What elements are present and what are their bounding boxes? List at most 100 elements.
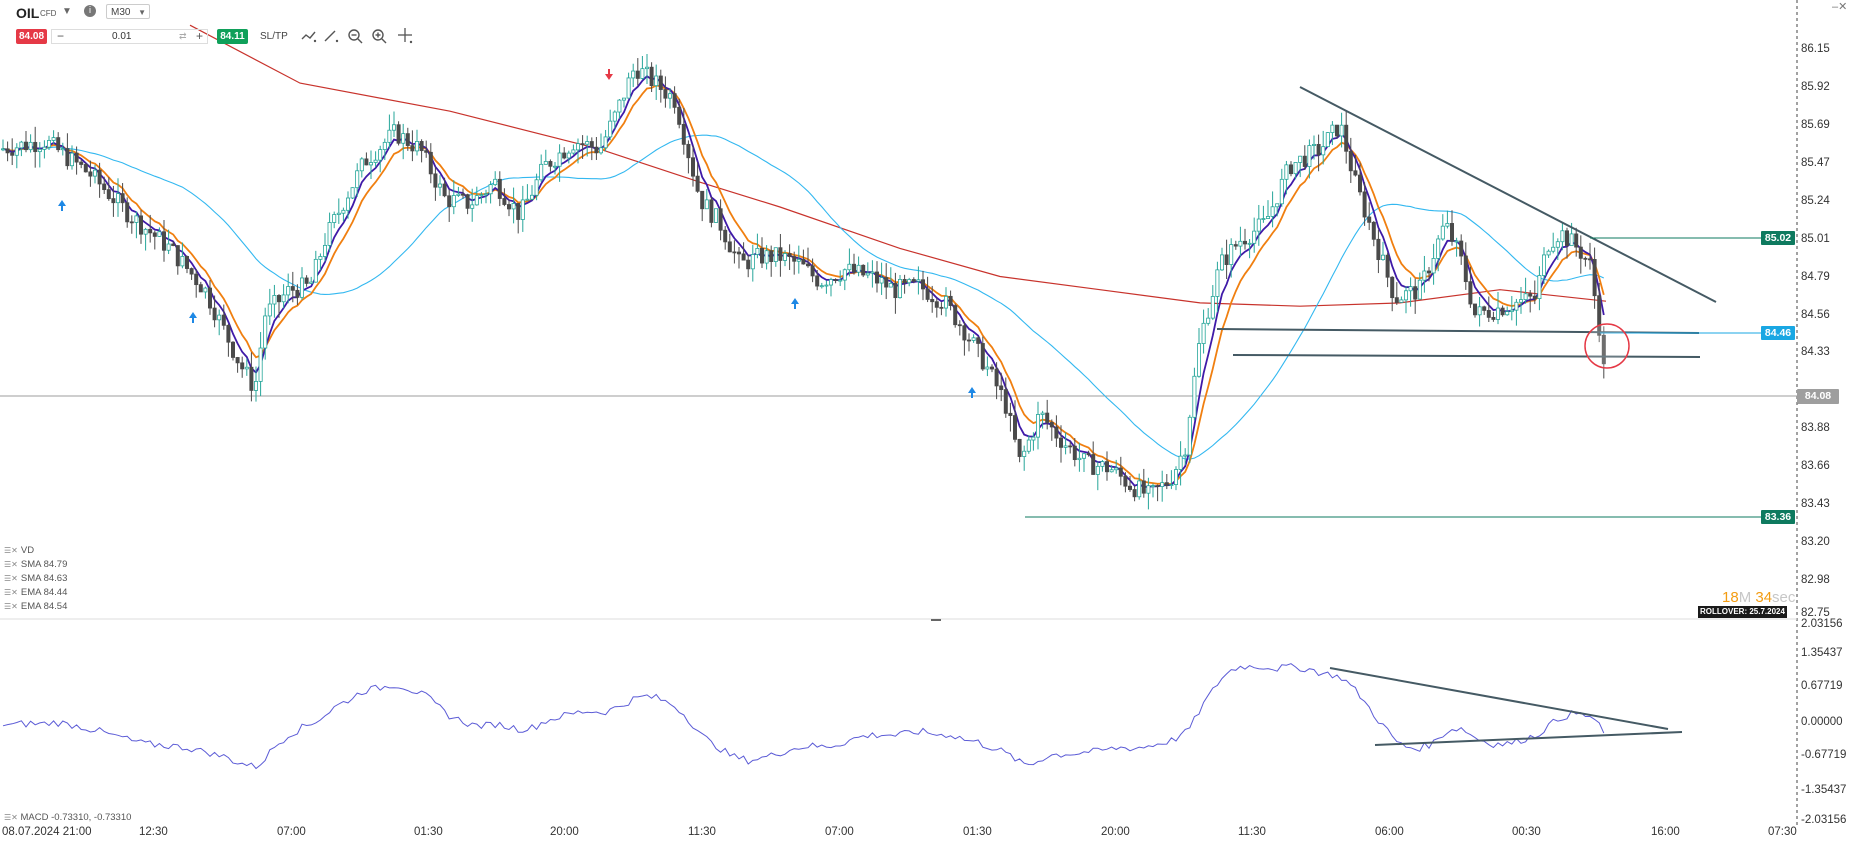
candle-down (589, 141, 594, 148)
zoom-out-icon[interactable] (346, 27, 364, 45)
x-tick: 07:00 (277, 826, 306, 838)
candle-down (276, 295, 281, 303)
candle-down (787, 253, 792, 257)
indicator-sma-1[interactable]: ☰✕ SMA 84.79 (4, 559, 68, 570)
macd-tick: -1.35437 (1801, 784, 1847, 796)
candle-up (341, 209, 346, 214)
candle-up (286, 286, 291, 296)
candle-down (1233, 244, 1238, 247)
candle-up (944, 295, 949, 309)
candle-up (1275, 203, 1280, 208)
candle-up (1454, 240, 1459, 243)
candle-down (1592, 259, 1597, 297)
indicator-sma-2[interactable]: ☰✕ SMA 84.63 (4, 573, 68, 584)
buy-button[interactable]: 84.11 (217, 29, 248, 44)
draw-icon[interactable] (322, 27, 340, 45)
candle-down (5, 148, 10, 154)
chart-type-icon[interactable] (300, 27, 318, 45)
candle-up (668, 93, 673, 99)
candle-down (1091, 454, 1096, 475)
volume-value[interactable]: 0.01 (112, 31, 132, 42)
indicator-ema-2[interactable]: ☰✕ EMA 84.54 (4, 601, 68, 612)
candle-down (184, 256, 189, 269)
candle-up (1197, 343, 1202, 377)
candle-down (106, 189, 111, 200)
macd-tick: 2.03156 (1801, 618, 1843, 630)
crosshair-icon[interactable] (396, 27, 414, 45)
candle-up (437, 183, 442, 188)
level-tag-sma[interactable]: 84.46 (1761, 326, 1795, 340)
candle-down (709, 199, 714, 223)
decrease-button[interactable]: − (57, 29, 65, 43)
sltp-button[interactable]: SL/TP (260, 31, 288, 42)
candle-up (1160, 482, 1165, 487)
settings-icon: ☰✕ (4, 588, 18, 597)
candle-up (368, 162, 373, 166)
candle-up (244, 366, 249, 370)
x-tick: 01:30 (963, 826, 992, 838)
candle-down (861, 264, 866, 276)
candle-down (948, 295, 953, 306)
candle-up (764, 250, 769, 264)
candle-down (893, 282, 898, 299)
candle-up (474, 195, 479, 206)
candle-up (847, 263, 852, 271)
candle-up (258, 347, 263, 382)
macd-legend[interactable]: ☰✕ MACD -0.73310, -0.73310 (4, 812, 132, 823)
candle-up (1026, 439, 1031, 452)
y-tick: 83.20 (1801, 536, 1830, 548)
symbol-name[interactable]: OIL (16, 5, 40, 21)
x-tick: 01:30 (414, 826, 443, 838)
candle-up (608, 120, 613, 138)
candle-up (479, 194, 484, 197)
candle-down (1578, 246, 1583, 259)
candle-up (1100, 461, 1105, 467)
candle-down (230, 341, 235, 358)
info-icon[interactable]: i (84, 5, 96, 17)
candle-down (212, 307, 217, 321)
sell-signal-arrow-icon (605, 69, 613, 80)
increase-button[interactable]: + (195, 29, 203, 43)
swap-icon[interactable]: ⇄ (179, 31, 187, 41)
candle-down (875, 271, 880, 284)
candle-up (345, 197, 350, 211)
volume-stepper[interactable]: − 0.01 ⇄ + (51, 29, 208, 44)
candle-down (741, 253, 746, 261)
candle-down (1224, 254, 1229, 265)
level-tag-resistance[interactable]: 85.02 (1761, 231, 1795, 245)
drawings[interactable] (58, 69, 1762, 518)
candle-down (465, 194, 470, 209)
trend-line-resistance (1299, 86, 1717, 303)
candle-down (911, 279, 916, 282)
zoom-in-icon[interactable] (370, 27, 388, 45)
candle-up (382, 141, 387, 150)
candle-up (359, 158, 364, 172)
level-tag-support[interactable]: 83.36 (1761, 510, 1795, 524)
candle-down (718, 208, 723, 231)
candle-up (1266, 216, 1271, 219)
candle-down (1335, 124, 1340, 137)
candle-up (313, 258, 318, 283)
candle-up (1077, 457, 1082, 461)
candle-up (1551, 246, 1556, 252)
candle-down (1017, 438, 1022, 457)
candle-down (120, 193, 125, 204)
candle-down (1500, 307, 1505, 316)
candle-down (1394, 297, 1399, 303)
buy-signal-arrow-icon (968, 387, 976, 398)
candle-down (1059, 437, 1064, 448)
window-controls[interactable]: –✕ (1832, 1, 1848, 13)
candle-down (939, 306, 944, 309)
candle-down (1459, 240, 1464, 257)
indicator-ema-1[interactable]: ☰✕ EMA 84.44 (4, 587, 68, 598)
sell-button[interactable]: 84.08 (16, 29, 47, 44)
timeframe-select[interactable]: M30 ▼ (106, 4, 150, 19)
chevron-down-icon[interactable]: ▼ (62, 6, 72, 17)
candle-down (1491, 316, 1496, 320)
macd-tick: 1.35437 (1801, 647, 1843, 659)
candle-down (171, 243, 176, 246)
indicator-vd[interactable]: ☰✕ VD (4, 545, 35, 556)
candle-down (1302, 155, 1307, 167)
candle-down (746, 259, 751, 270)
